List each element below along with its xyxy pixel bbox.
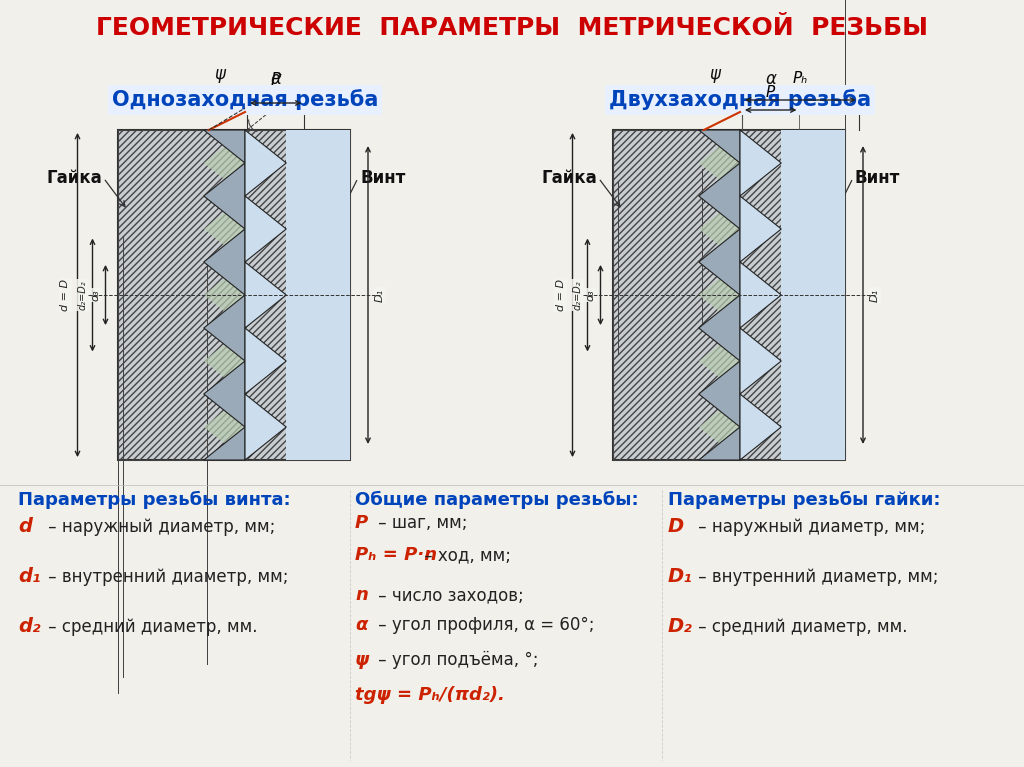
Text: α: α xyxy=(765,70,776,88)
Text: Винт: Винт xyxy=(360,169,406,187)
Bar xyxy=(118,130,245,460)
Text: d₂=D₂: d₂=D₂ xyxy=(572,280,583,310)
Polygon shape xyxy=(204,262,287,328)
Text: d₃: d₃ xyxy=(586,289,596,301)
Polygon shape xyxy=(204,427,245,460)
Polygon shape xyxy=(245,262,287,328)
Text: ГЕОМЕТРИЧЕСКИЕ  ПАРАМЕТРЫ  МЕТРИЧЕСКОЙ  РЕЗЬБЫ: ГЕОМЕТРИЧЕСКИЕ ПАРАМЕТРЫ МЕТРИЧЕСКОЙ РЕЗ… xyxy=(96,16,928,40)
Text: – внутренний диаметр, мм;: – внутренний диаметр, мм; xyxy=(693,568,939,586)
Polygon shape xyxy=(204,163,245,229)
Polygon shape xyxy=(245,328,287,394)
Polygon shape xyxy=(698,427,740,460)
Polygon shape xyxy=(245,196,287,262)
Polygon shape xyxy=(698,295,740,361)
Text: d₃: d₃ xyxy=(90,289,100,301)
Text: – число заходов;: – число заходов; xyxy=(373,586,523,604)
Text: Pₕ: Pₕ xyxy=(793,71,808,86)
Text: D₁: D₁ xyxy=(375,288,385,301)
Bar xyxy=(612,130,740,460)
Text: d = D: d = D xyxy=(555,279,565,311)
Text: α: α xyxy=(355,616,368,634)
Polygon shape xyxy=(698,196,781,262)
Polygon shape xyxy=(245,130,287,196)
Text: P: P xyxy=(270,71,281,89)
Polygon shape xyxy=(740,130,781,196)
Text: – угол подъёма, °;: – угол подъёма, °; xyxy=(373,651,539,669)
Text: ψ: ψ xyxy=(710,65,721,83)
Text: D₁: D₁ xyxy=(668,568,693,587)
Text: Параметры резьбы винта:: Параметры резьбы винта: xyxy=(18,491,291,509)
Polygon shape xyxy=(740,394,781,460)
Text: Гайка: Гайка xyxy=(47,169,102,187)
Bar xyxy=(245,130,350,460)
Polygon shape xyxy=(204,295,245,361)
Text: – угол профиля, α = 60°;: – угол профиля, α = 60°; xyxy=(373,616,595,634)
Polygon shape xyxy=(698,361,740,427)
Text: – наружный диаметр, мм;: – наружный диаметр, мм; xyxy=(693,518,926,536)
Polygon shape xyxy=(740,262,781,328)
Text: – средний диаметр, мм.: – средний диаметр, мм. xyxy=(693,618,907,636)
Polygon shape xyxy=(698,394,781,460)
Bar xyxy=(740,130,845,460)
Text: ψ: ψ xyxy=(215,65,225,83)
Polygon shape xyxy=(204,196,287,262)
Text: P: P xyxy=(766,85,775,100)
Text: – шаг, мм;: – шаг, мм; xyxy=(373,514,468,532)
Text: d₂: d₂ xyxy=(18,617,41,637)
Text: Общие параметры резьбы:: Общие параметры резьбы: xyxy=(355,491,639,509)
Text: Винт: Винт xyxy=(855,169,900,187)
Text: Гайка: Гайка xyxy=(542,169,597,187)
Polygon shape xyxy=(204,130,245,163)
Text: – наружный диаметр, мм;: – наружный диаметр, мм; xyxy=(43,518,275,536)
Text: Однозаходная резьба: Однозаходная резьба xyxy=(112,90,378,110)
Text: D₂: D₂ xyxy=(668,617,693,637)
Bar xyxy=(287,130,350,460)
Bar xyxy=(118,130,245,460)
Polygon shape xyxy=(740,328,781,394)
Text: d₁: d₁ xyxy=(18,568,41,587)
Polygon shape xyxy=(204,361,245,427)
Polygon shape xyxy=(740,196,781,262)
Text: – внутренний диаметр, мм;: – внутренний диаметр, мм; xyxy=(43,568,289,586)
Polygon shape xyxy=(204,229,245,295)
Polygon shape xyxy=(204,394,287,460)
Text: ψ: ψ xyxy=(355,651,370,669)
Polygon shape xyxy=(204,130,287,196)
Text: tgψ = Pₕ/(πd₂).: tgψ = Pₕ/(πd₂). xyxy=(355,686,505,704)
Text: n: n xyxy=(355,586,368,604)
Text: d: d xyxy=(18,518,32,536)
Text: D₁: D₁ xyxy=(870,288,880,301)
Text: P: P xyxy=(355,514,369,532)
Text: Параметры резьбы гайки:: Параметры резьбы гайки: xyxy=(668,491,940,509)
Polygon shape xyxy=(698,328,781,394)
Text: d₂=D₂: d₂=D₂ xyxy=(78,280,87,310)
Polygon shape xyxy=(698,262,781,328)
Polygon shape xyxy=(698,229,740,295)
Bar xyxy=(245,130,350,460)
Polygon shape xyxy=(698,130,781,196)
Text: α: α xyxy=(270,70,282,88)
Polygon shape xyxy=(698,130,740,163)
Text: D: D xyxy=(668,518,684,536)
Text: – ход, мм;: – ход, мм; xyxy=(419,546,511,564)
Polygon shape xyxy=(245,394,287,460)
Text: d = D: d = D xyxy=(60,279,71,311)
Polygon shape xyxy=(204,328,287,394)
Polygon shape xyxy=(698,163,740,229)
Bar xyxy=(612,130,740,460)
Bar xyxy=(781,130,845,460)
Text: Pₕ = P·n: Pₕ = P·n xyxy=(355,546,437,564)
Text: – средний диаметр, мм.: – средний диаметр, мм. xyxy=(43,618,257,636)
Text: Двухзаходная резьба: Двухзаходная резьба xyxy=(609,90,871,110)
Bar xyxy=(740,130,845,460)
